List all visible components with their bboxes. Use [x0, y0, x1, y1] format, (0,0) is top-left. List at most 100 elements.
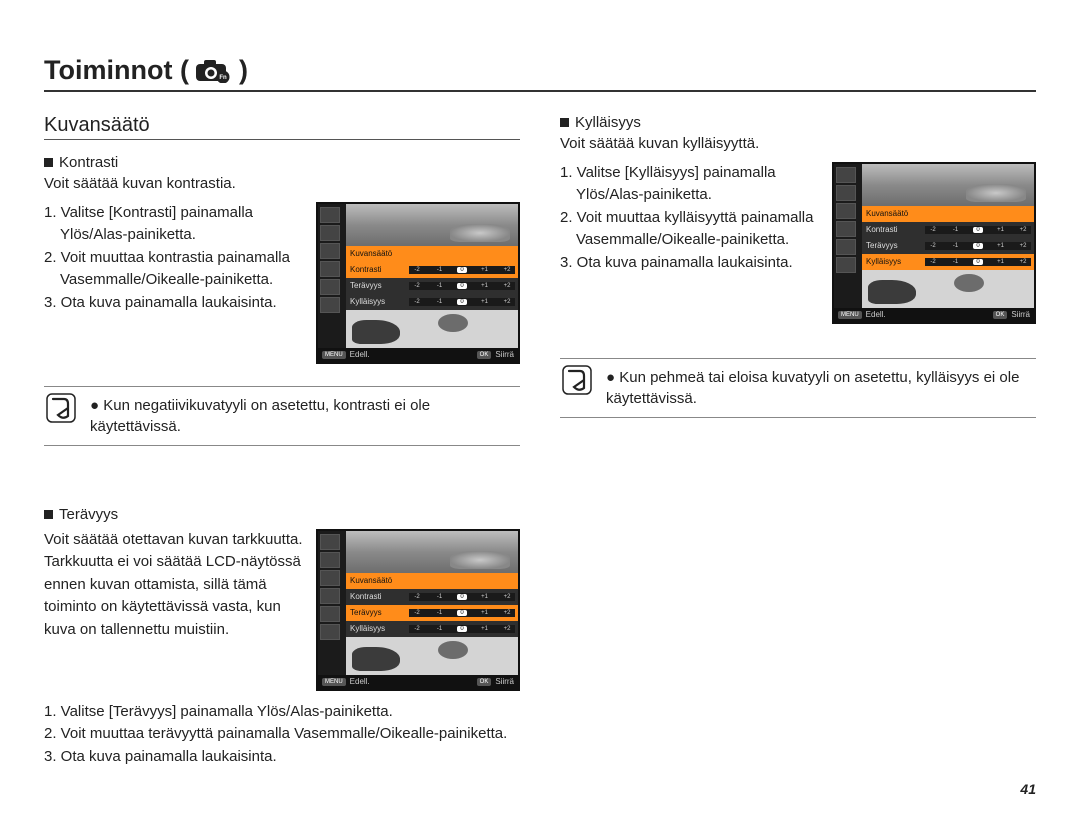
- lcd-nav-item: [320, 243, 340, 259]
- teravyys-top: Voit säätää otettavan kuvan tarkkuutta. …: [44, 529, 520, 691]
- lcd-nav-item: [320, 279, 340, 295]
- columns: Kuvansäätö Kontrasti Voit säätää kuvan k…: [44, 114, 1036, 792]
- lcd-back-label: Edell.: [866, 310, 886, 319]
- lcd-nav-item: [320, 588, 340, 604]
- title-prefix: Toiminnot (: [44, 55, 189, 86]
- lcd-nav-item: [320, 261, 340, 277]
- kontrasti-step-3: 3. Ota kuva painamalla laukaisinta.: [44, 292, 304, 315]
- lcd-back-label: Edell.: [350, 677, 370, 686]
- lcd-bottom-bar: MENU Edell. OKSiirrä: [834, 308, 1034, 322]
- kyllaisyys-block: Kylläisyys Voit säätää kuvan kylläisyytt…: [560, 114, 1036, 418]
- kyllaisyys-step-1: 1. Valitse [Kylläisyys] painamalla Ylös/…: [560, 162, 820, 207]
- kyllaisyys-body: 1. Valitse [Kylläisyys] painamalla Ylös/…: [560, 162, 1036, 324]
- page-number: 41: [1020, 781, 1036, 797]
- kyllaisyys-heading-text: Kylläisyys: [575, 114, 641, 131]
- kyllaisyys-step-2: 2. Voit muuttaa kylläisyyttä painamalla …: [560, 207, 820, 252]
- kyllaisyys-step-3: 3. Ota kuva painamalla laukaisinta.: [560, 252, 820, 275]
- svg-text:Fn: Fn: [219, 75, 227, 81]
- lcd-nav-item: [836, 257, 856, 273]
- kontrasti-note-text: ● Kun negatiivikuvatyyli on asetettu, ko…: [90, 391, 520, 441]
- kyllaisyys-desc: Voit säätää kuvan kylläisyyttä.: [560, 133, 1036, 156]
- lcd-side-nav: [318, 204, 346, 348]
- note-icon: [560, 363, 594, 397]
- lcd-nav-item: [836, 239, 856, 255]
- kontrasti-lcd: KuvansäätöKontrasti-2-10+1+2Terävyys-2-1…: [316, 202, 520, 364]
- kontrasti-desc: Voit säätää kuvan kontrastia.: [44, 173, 520, 196]
- kontrasti-note-body: Kun negatiivikuvatyyli on asetettu, kont…: [90, 397, 430, 435]
- lcd-preview-top: [862, 164, 1034, 206]
- lcd-row-row3: Kylläisyys-2-10+1+2: [862, 254, 1034, 270]
- lcd-nav-item: [836, 185, 856, 201]
- teravyys-lcd: KuvansäätöKontrasti-2-10+1+2Terävyys-2-1…: [316, 529, 520, 691]
- lcd-ok-btn: OK: [993, 311, 1008, 319]
- page-title: Toiminnot ( Fn ): [44, 55, 1036, 92]
- teravyys-step-2: 2. Voit muuttaa terävyyttä painamalla Va…: [44, 723, 520, 746]
- lcd-nav-item: [320, 297, 340, 313]
- teravyys-step-1: 1. Valitse [Terävyys] painamalla Ylös/Al…: [44, 701, 520, 724]
- kyllaisyys-note: ● Kun pehmeä tai eloisa kuvatyyli on ase…: [560, 358, 1036, 418]
- lcd-menu-title: Kuvansäätö: [862, 206, 1034, 222]
- title-suffix: ): [239, 55, 248, 86]
- lcd-preview-top: [346, 204, 518, 246]
- teravyys-heading-text: Terävyys: [59, 506, 118, 523]
- teravyys-desc: Voit säätää otettavan kuvan tarkkuutta. …: [44, 529, 304, 642]
- left-column: Kuvansäätö Kontrasti Voit säätää kuvan k…: [44, 114, 520, 792]
- kontrasti-step-1: 1. Valitse [Kontrasti] painamalla Ylös/A…: [44, 202, 304, 247]
- kontrasti-heading-text: Kontrasti: [59, 154, 118, 171]
- lcd-menu-btn: MENU: [838, 311, 862, 319]
- lcd-bottom-bar: MENU Edell. OKSiirrä: [318, 348, 518, 362]
- lcd-side-nav: [834, 164, 862, 308]
- right-column: Kylläisyys Voit säätää kuvan kylläisyytt…: [560, 114, 1036, 792]
- lcd-row-row3: Kylläisyys-2-10+1+2: [346, 294, 518, 310]
- lcd-menu-title: Kuvansäätö: [346, 573, 518, 589]
- bullet-icon: ●: [606, 369, 615, 386]
- kontrasti-body: 1. Valitse [Kontrasti] painamalla Ylös/A…: [44, 202, 520, 364]
- lcd-nav-item: [836, 221, 856, 237]
- lcd-row-row1: Kontrasti-2-10+1+2: [346, 262, 518, 278]
- lcd-nav-item: [320, 606, 340, 622]
- lcd-move-label: Siirrä: [495, 350, 514, 359]
- lcd-preview-bottom: [346, 310, 518, 348]
- kontrasti-heading: Kontrasti: [44, 154, 520, 171]
- section-kuvansaato: Kuvansäätö: [44, 114, 520, 140]
- kyllaisyys-lcd: KuvansäätöKontrasti-2-10+1+2Terävyys-2-1…: [832, 162, 1036, 324]
- kontrasti-step-2: 2. Voit muuttaa kontrastia painamalla Va…: [44, 247, 304, 292]
- kyllaisyys-steps: 1. Valitse [Kylläisyys] painamalla Ylös/…: [560, 162, 820, 275]
- lcd-nav-item: [320, 534, 340, 550]
- camera-fn-icon: Fn: [195, 59, 233, 83]
- teravyys-heading: Terävyys: [44, 506, 520, 523]
- lcd-row-row2: Terävyys-2-10+1+2: [862, 238, 1034, 254]
- lcd-bottom-bar: MENU Edell. OKSiirrä: [318, 675, 518, 689]
- square-bullet-icon: [44, 158, 53, 167]
- kyllaisyys-note-body: Kun pehmeä tai eloisa kuvatyyli on asete…: [606, 369, 1019, 407]
- manual-page: Toiminnot ( Fn ) Kuvansäätö Kontrasti: [0, 0, 1080, 815]
- note-icon: [44, 391, 78, 425]
- lcd-move-label: Siirrä: [1011, 310, 1030, 319]
- kontrasti-block: Kontrasti Voit säätää kuvan kontrastia. …: [44, 154, 520, 446]
- kontrasti-steps: 1. Valitse [Kontrasti] painamalla Ylös/A…: [44, 202, 304, 315]
- lcd-menu-title: Kuvansäätö: [346, 246, 518, 262]
- teravyys-steps: 1. Valitse [Terävyys] painamalla Ylös/Al…: [44, 701, 520, 769]
- kyllaisyys-note-text: ● Kun pehmeä tai eloisa kuvatyyli on ase…: [606, 363, 1036, 413]
- lcd-row-row1: Kontrasti-2-10+1+2: [346, 589, 518, 605]
- lcd-ok-btn: OK: [477, 678, 492, 686]
- lcd-nav-item: [320, 624, 340, 640]
- lcd-move-label: Siirrä: [495, 677, 514, 686]
- lcd-nav-item: [836, 167, 856, 183]
- lcd-ok-btn: OK: [477, 351, 492, 359]
- lcd-preview-top: [346, 531, 518, 573]
- lcd-side-nav: [318, 531, 346, 675]
- lcd-nav-item: [836, 203, 856, 219]
- lcd-menu-btn: MENU: [322, 351, 346, 359]
- lcd-row-row2: Terävyys-2-10+1+2: [346, 605, 518, 621]
- lcd-nav-item: [320, 225, 340, 241]
- bullet-icon: ●: [90, 397, 99, 414]
- lcd-nav-item: [320, 207, 340, 223]
- lcd-back-label: Edell.: [350, 350, 370, 359]
- lcd-preview-bottom: [346, 637, 518, 675]
- lcd-row-row3: Kylläisyys-2-10+1+2: [346, 621, 518, 637]
- kyllaisyys-heading: Kylläisyys: [560, 114, 1036, 131]
- lcd-menu-btn: MENU: [322, 678, 346, 686]
- kontrasti-note: ● Kun negatiivikuvatyyli on asetettu, ko…: [44, 386, 520, 446]
- square-bullet-icon: [560, 118, 569, 127]
